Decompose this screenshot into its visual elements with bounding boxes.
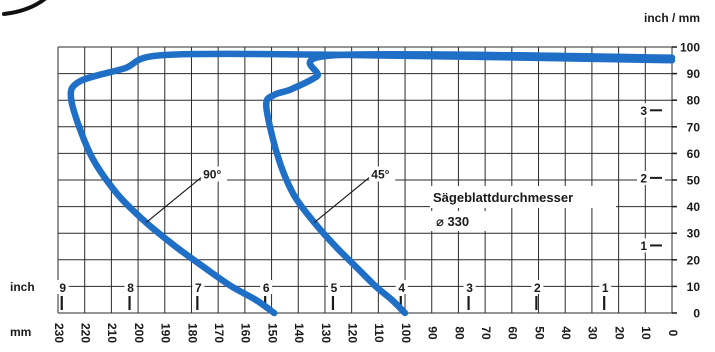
inch-x-axis: 9 8 7 6 5 4 3 2 1 <box>56 280 612 310</box>
x-tick-label: 80 <box>452 326 466 340</box>
x-inch-label-background <box>192 280 205 294</box>
y-axis-label: inch / mm <box>644 11 700 25</box>
y-tick-label: 10 <box>687 280 701 294</box>
x-tick-label: 130 <box>319 323 333 343</box>
x-tick-label: 30 <box>586 326 600 340</box>
y-inch-tick-label: 1 <box>640 239 647 253</box>
callout-label-background <box>369 166 396 182</box>
x-inch-tick-label: 6 <box>263 281 270 295</box>
x-axis-label-inch: inch <box>10 280 35 294</box>
x-tick-label: 230 <box>52 323 66 343</box>
x-axis: 230 220 210 200 190 180 170 160 150 140 130 120 110 1… <box>52 323 680 343</box>
y-tick-label: 70 <box>687 120 701 134</box>
y-tick-label: 80 <box>687 94 701 108</box>
blade-diameter-value: ⌀ 330 <box>436 214 469 229</box>
y-tick-label: 40 <box>687 200 701 214</box>
x-inch-label-background <box>327 280 340 294</box>
blade-diameter-label: Sägeblattdurchmesser <box>433 190 573 205</box>
x-tick-label: 150 <box>265 323 279 343</box>
x-tick-label: 40 <box>559 326 573 340</box>
y-inch-tick-label: 2 <box>640 171 647 185</box>
y-tick-label: 50 <box>687 174 701 188</box>
x-tick-label: 10 <box>639 326 653 340</box>
x-tick-label: 20 <box>612 326 626 340</box>
x-tick-label: 50 <box>532 326 546 340</box>
x-tick-label: 120 <box>345 323 359 343</box>
x-tick-label: 140 <box>292 323 306 343</box>
x-inch-label-background <box>463 280 476 294</box>
callout-leader-line <box>145 177 202 224</box>
x-tick-label: 160 <box>239 323 253 343</box>
y-inch-tick-label: 3 <box>640 104 647 118</box>
y-tick-label: 0 <box>693 307 700 321</box>
x-inch-tick-label: 3 <box>466 281 473 295</box>
series-layer <box>67 50 676 317</box>
y-tick-label: 60 <box>687 147 701 161</box>
x-inch-tick-label: 1 <box>602 281 609 295</box>
x-tick-label: 180 <box>185 323 199 343</box>
x-tick-label: 0 <box>666 330 680 337</box>
x-tick-label: 170 <box>212 323 226 343</box>
series-line-2 <box>262 50 676 317</box>
x-inch-label-background <box>56 280 69 294</box>
y-axis: 0 10 20 30 40 50 60 70 80 90 100 1 2 3 <box>637 41 700 321</box>
x-inch-tick-label: 7 <box>195 281 202 295</box>
series-label: 45° <box>371 168 389 182</box>
callout-label-background <box>201 166 228 182</box>
x-tick-label: 70 <box>479 326 493 340</box>
x-tick-label: 190 <box>159 323 173 343</box>
x-tick-label: 60 <box>506 326 520 340</box>
x-inch-tick-label: 8 <box>127 281 134 295</box>
y-tick-label: 90 <box>687 67 701 81</box>
x-inch-tick-label: 9 <box>59 281 66 295</box>
x-inch-label-background <box>260 280 273 294</box>
y-tick-label: 100 <box>680 41 700 55</box>
annotation-value-background <box>430 211 490 231</box>
callout-leader-line <box>313 177 370 224</box>
x-tick-label: 200 <box>132 323 146 343</box>
x-tick-label: 220 <box>79 323 93 343</box>
y-tick-label: 30 <box>687 227 701 241</box>
x-inch-tick-label: 4 <box>398 281 405 295</box>
series-line-1 <box>67 50 676 317</box>
x-tick-label: 100 <box>399 323 413 343</box>
x-tick-label: 90 <box>426 326 440 340</box>
x-inch-tick-label: 2 <box>534 281 541 295</box>
x-inch-tick-label: 5 <box>331 281 338 295</box>
x-tick-label: 110 <box>372 323 386 343</box>
corner-swoosh-decoration <box>2 0 47 16</box>
series-label: 90° <box>203 168 221 182</box>
x-inch-label-background <box>124 280 137 294</box>
x-inch-label-background <box>395 280 408 294</box>
x-tick-label: 210 <box>105 323 119 343</box>
x-inch-label-background <box>531 280 544 294</box>
x-inch-label-background <box>599 280 612 294</box>
annotation-background <box>430 186 616 208</box>
x-axis-label-mm: mm <box>10 325 31 339</box>
y-tick-label: 20 <box>687 253 701 267</box>
callouts: 90° 45° <box>145 166 396 224</box>
